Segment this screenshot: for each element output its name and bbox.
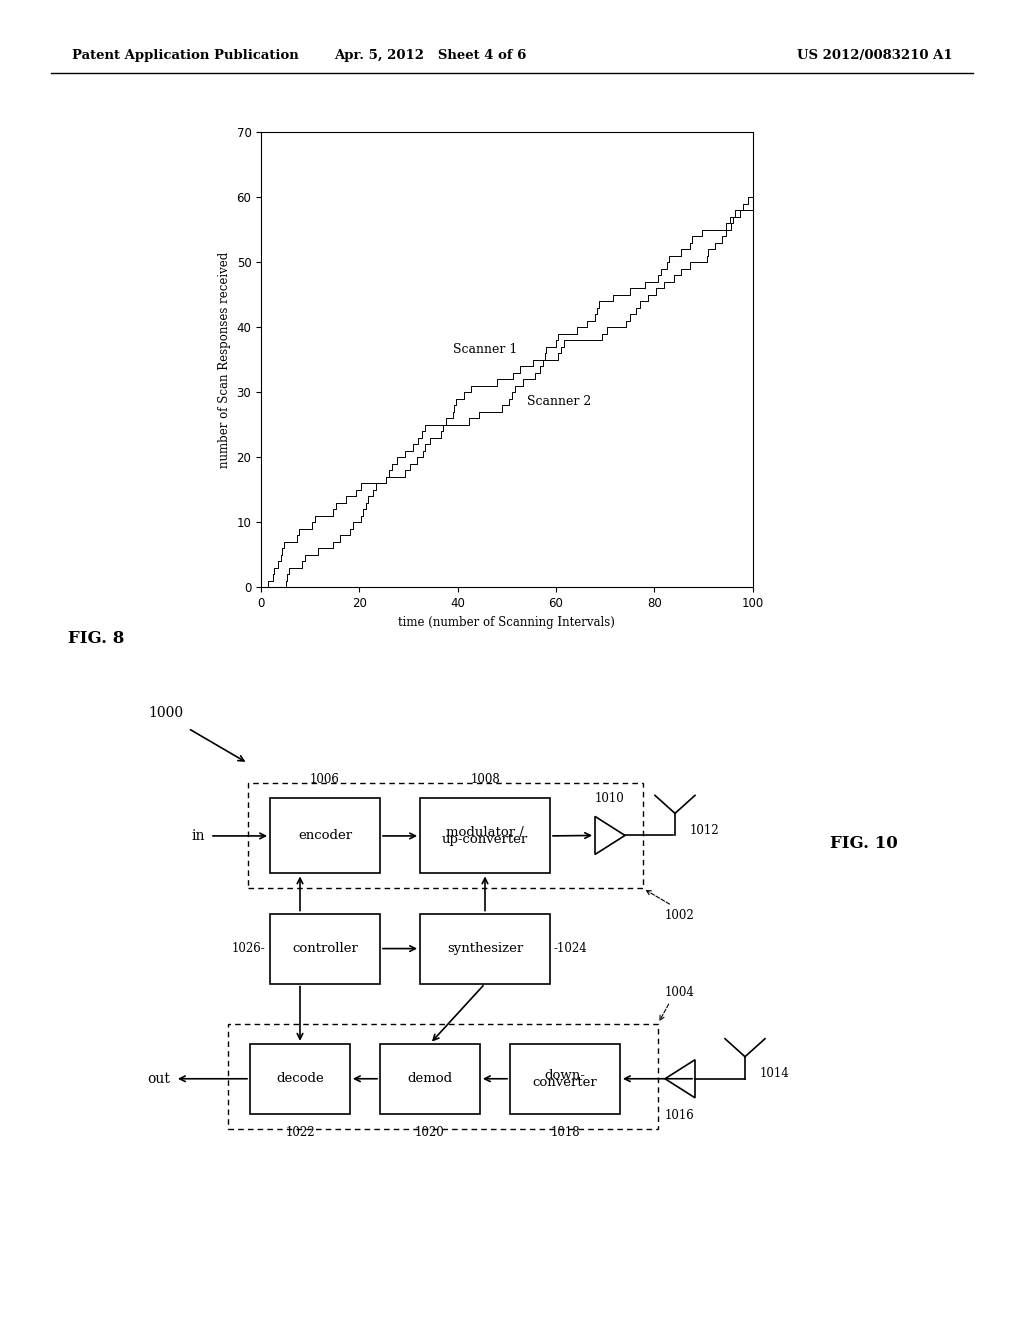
Text: -1024: -1024 — [553, 942, 587, 956]
Text: 1020: 1020 — [415, 1126, 444, 1139]
Text: 1008: 1008 — [470, 774, 500, 787]
Text: modulator /: modulator / — [446, 826, 524, 838]
Bar — [420, 799, 550, 874]
Bar — [270, 913, 380, 983]
Text: out: out — [147, 1072, 170, 1086]
Text: US 2012/0083210 A1: US 2012/0083210 A1 — [797, 49, 952, 62]
Text: converter: converter — [532, 1076, 597, 1089]
Text: Scanner 1: Scanner 1 — [453, 343, 517, 356]
Bar — [510, 1044, 620, 1114]
Text: in: in — [191, 829, 205, 843]
Text: 1022: 1022 — [286, 1126, 314, 1139]
Bar — [270, 799, 380, 874]
Bar — [420, 913, 550, 983]
Text: 1026-: 1026- — [231, 942, 265, 956]
Text: synthesizer: synthesizer — [446, 942, 523, 956]
Bar — [380, 1044, 480, 1114]
Text: 1002: 1002 — [665, 908, 694, 921]
Text: 1014: 1014 — [760, 1068, 790, 1080]
Text: down-: down- — [545, 1069, 586, 1081]
Text: 1006: 1006 — [310, 774, 340, 787]
Y-axis label: number of Scan Responses received: number of Scan Responses received — [218, 252, 231, 467]
Text: FIG. 8: FIG. 8 — [68, 630, 124, 647]
Text: 1018: 1018 — [550, 1126, 580, 1139]
Text: Apr. 5, 2012   Sheet 4 of 6: Apr. 5, 2012 Sheet 4 of 6 — [334, 49, 526, 62]
Bar — [250, 1044, 350, 1114]
X-axis label: time (number of Scanning Intervals): time (number of Scanning Intervals) — [398, 615, 615, 628]
Text: FIG. 10: FIG. 10 — [830, 836, 898, 851]
Text: decode: decode — [276, 1072, 324, 1085]
Bar — [248, 783, 643, 888]
Text: controller: controller — [292, 942, 358, 956]
Text: 1012: 1012 — [690, 824, 720, 837]
Text: 1004: 1004 — [665, 986, 695, 999]
Text: 1016: 1016 — [666, 1109, 695, 1122]
Text: 1000: 1000 — [148, 706, 183, 721]
Text: up-converter: up-converter — [442, 833, 528, 846]
Text: 1010: 1010 — [595, 792, 625, 805]
Bar — [228, 1024, 658, 1129]
Text: Patent Application Publication: Patent Application Publication — [72, 49, 298, 62]
Text: Scanner 2: Scanner 2 — [526, 395, 591, 408]
Text: demod: demod — [408, 1072, 453, 1085]
Text: encoder: encoder — [298, 829, 352, 842]
